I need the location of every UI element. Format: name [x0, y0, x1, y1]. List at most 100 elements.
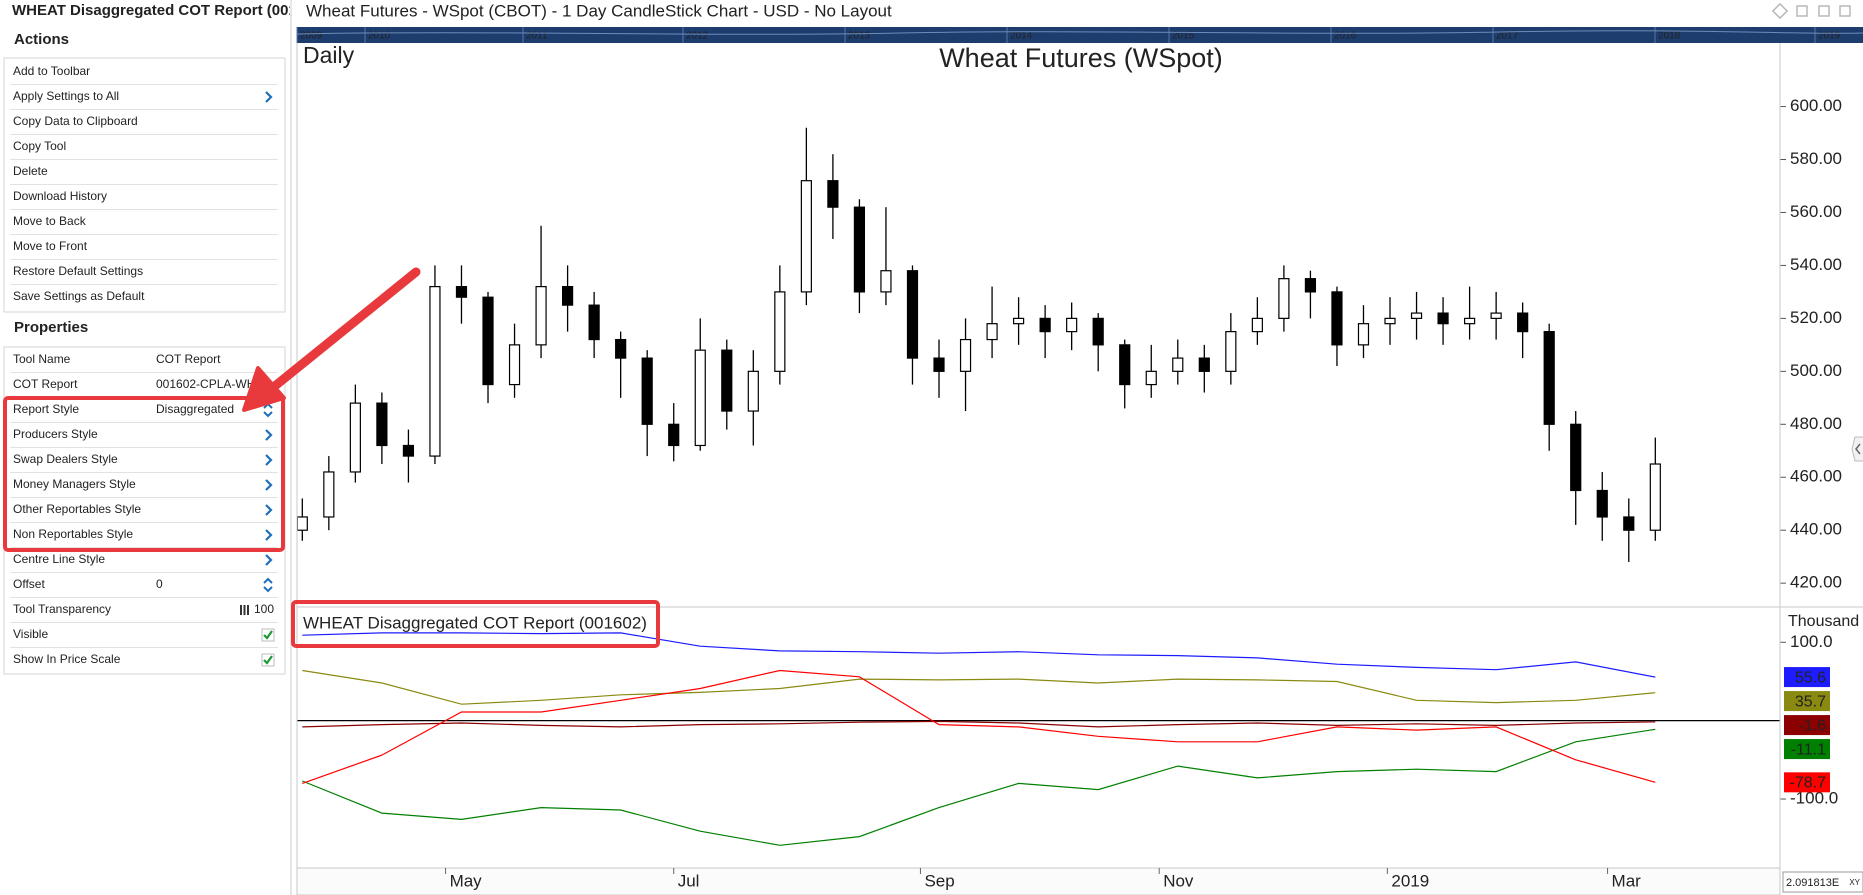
chevron-icon[interactable] [265, 429, 273, 441]
candle-body [641, 357, 653, 425]
property-value[interactable]: 0 [156, 577, 163, 591]
y-tick-label: 540.00 [1790, 255, 1842, 274]
property-value[interactable]: COT Report [156, 352, 221, 366]
property-name: Report Style [13, 402, 79, 416]
history-year: 2010 [368, 31, 391, 42]
property-value[interactable]: 100 [254, 602, 274, 616]
x-axis-strip [296, 867, 1781, 895]
property-value[interactable]: 001602-CPLA-WHE [156, 377, 263, 391]
candle-body [1490, 312, 1502, 319]
history-bar[interactable] [297, 27, 1863, 43]
property-name: Tool Name [13, 352, 71, 366]
candle-body [721, 349, 733, 412]
candle-body [1145, 370, 1157, 386]
window-button[interactable] [1771, 2, 1789, 20]
status-mode: XY [1849, 878, 1860, 887]
candle-body [1357, 323, 1370, 346]
title-bar [297, 0, 1863, 24]
collapse-handle[interactable] [1851, 436, 1863, 462]
action-item[interactable]: Restore Default Settings [13, 264, 143, 278]
candle-body [455, 286, 468, 298]
action-item[interactable]: Move to Back [13, 214, 87, 228]
arrow-head [242, 366, 286, 412]
y-tick-label: 100.0 [1790, 632, 1833, 651]
chart-subtitle: Daily [303, 42, 355, 68]
window-button[interactable] [1839, 5, 1851, 17]
property-name: Producers Style [13, 427, 98, 441]
value-tag-label: 55.6 [1795, 669, 1826, 686]
candle-body [1623, 516, 1635, 531]
window-button[interactable] [1796, 5, 1808, 17]
y-unit-label: Thousand [1788, 613, 1859, 630]
x-tick-label: Jul [678, 871, 700, 890]
checkmark [263, 655, 273, 665]
candle-body [1331, 291, 1343, 346]
chevron-icon[interactable] [265, 91, 273, 103]
candle-body [1517, 312, 1529, 333]
window-title: Wheat Futures - WSpot (CBOT) - 1 Day Can… [306, 1, 892, 20]
cot-line [302, 632, 1656, 678]
candle-body [1039, 317, 1051, 333]
candle-body [959, 338, 972, 372]
action-item[interactable]: Download History [13, 189, 107, 203]
candle-body [1066, 317, 1078, 333]
history-year: 2011 [526, 31, 548, 42]
slider-icon[interactable] [243, 605, 246, 615]
status-value: 2.091813E [1786, 877, 1839, 889]
candle-body [986, 323, 998, 341]
action-item[interactable]: Copy Data to Clipboard [13, 114, 138, 128]
candle-body [747, 370, 759, 412]
y-tick-label: 580.00 [1790, 149, 1842, 168]
action-item[interactable]: Apply Settings to All [13, 89, 119, 103]
chevron-icon[interactable] [265, 454, 273, 466]
history-year: 2013 [848, 31, 871, 42]
slider-icon[interactable] [240, 605, 242, 615]
property-name: Money Managers Style [13, 477, 136, 491]
y-tick-label: 560.00 [1790, 202, 1842, 221]
candle-body [1251, 317, 1263, 333]
chevron-icon[interactable] [265, 554, 273, 566]
history-year: 2016 [1334, 31, 1357, 42]
property-name: Show In Price Scale [13, 652, 121, 666]
candle-body [880, 270, 892, 293]
candle-body [1384, 317, 1396, 325]
action-item[interactable]: Delete [13, 164, 48, 178]
cot-line [302, 669, 1656, 705]
candle-body [535, 286, 547, 346]
collapse-arrow[interactable] [1855, 443, 1861, 455]
spinner-icon[interactable] [263, 577, 273, 593]
x-tick-label: Sep [924, 871, 954, 890]
value-tag [1784, 739, 1830, 760]
action-item[interactable]: Save Settings as Default [13, 289, 145, 303]
property-name: Non Reportables Style [13, 527, 133, 541]
candle-body [1410, 312, 1423, 319]
properties-box [3, 346, 286, 675]
property-name: COT Report [13, 377, 78, 391]
value-tag [1784, 667, 1830, 688]
action-item[interactable]: Add to Toolbar [13, 64, 90, 78]
highlight-box [291, 600, 660, 648]
candle-body [1570, 423, 1582, 492]
action-item[interactable]: Copy Tool [13, 139, 66, 153]
window-button[interactable] [1818, 5, 1830, 17]
slider-icon[interactable] [247, 605, 249, 615]
y-tick-label: 420.00 [1790, 573, 1842, 592]
action-item[interactable]: Move to Front [13, 239, 88, 253]
cot-line [302, 720, 1656, 728]
y-tick-label: 520.00 [1790, 308, 1842, 327]
value-tag [1784, 691, 1830, 712]
x-tick-label: Mar [1612, 871, 1642, 890]
highlight-box [3, 396, 285, 552]
property-value[interactable]: Disaggregated [156, 402, 234, 416]
candle-body [376, 402, 388, 447]
chevron-icon[interactable] [265, 529, 273, 541]
chevron-icon[interactable] [265, 479, 273, 491]
cot-line [302, 728, 1656, 846]
candle-body [1225, 331, 1237, 372]
candle-body [1172, 357, 1184, 372]
chevron-icon[interactable] [265, 504, 273, 516]
candle-body [1013, 317, 1025, 325]
candle-body [1278, 278, 1290, 319]
